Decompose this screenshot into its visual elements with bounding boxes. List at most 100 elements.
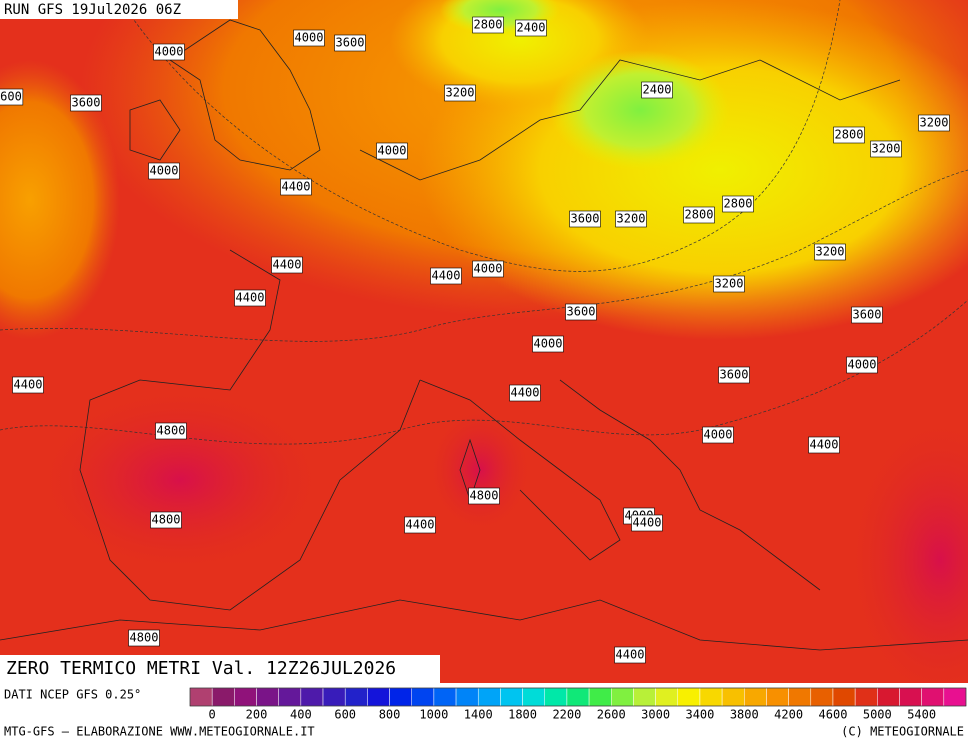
contour-value: 4800 bbox=[152, 513, 181, 527]
label-box bbox=[70, 94, 102, 112]
color-swatch bbox=[455, 687, 479, 707]
contour-label: 4000 bbox=[148, 162, 180, 180]
label-box bbox=[271, 256, 303, 274]
contour-value: 4400 bbox=[616, 648, 645, 662]
contour-labels: 2800 2400 4000 3600 4000 600 3600 3200 2400 3200 2… bbox=[0, 16, 950, 664]
contour-label: 4000 bbox=[376, 142, 408, 160]
label-box bbox=[846, 356, 878, 374]
color-swatch bbox=[611, 687, 634, 707]
colorbar-label: 400 bbox=[290, 708, 312, 722]
label-box bbox=[468, 487, 500, 505]
contour-value: 4400 bbox=[511, 386, 540, 400]
run-label: RUN GFS 19Jul2026 06Z bbox=[4, 2, 181, 18]
color-swatch bbox=[211, 687, 235, 707]
label-box bbox=[155, 422, 187, 440]
color-swatch bbox=[300, 687, 324, 707]
contour-value: 4400 bbox=[273, 258, 302, 272]
colorbar-label: 1400 bbox=[464, 708, 493, 722]
contour-label: 3600 bbox=[851, 306, 883, 324]
color-swatch bbox=[788, 687, 812, 707]
colorbar-label: 2600 bbox=[597, 708, 626, 722]
map bbox=[0, 0, 968, 700]
label-box bbox=[614, 646, 646, 664]
label-box bbox=[334, 34, 366, 52]
contour-label: 4000 bbox=[153, 43, 185, 61]
color-swatch bbox=[500, 687, 523, 707]
color-swatch bbox=[899, 687, 922, 707]
contour-value: 4400 bbox=[282, 180, 311, 194]
colorbar-label: 1000 bbox=[419, 708, 448, 722]
contour-label: 4400 bbox=[271, 256, 303, 274]
color-swatch bbox=[389, 687, 412, 707]
label-box bbox=[444, 84, 476, 102]
contour-value: 3600 bbox=[571, 212, 600, 226]
colorbar-label: 4600 bbox=[819, 708, 848, 722]
contour-label: 3600 bbox=[569, 210, 601, 228]
color-swatch bbox=[278, 687, 302, 707]
colorbar: 0 200 400 600 800 1000 1400 1800 2200 2600 3000 340… bbox=[189, 687, 967, 722]
label-box bbox=[404, 516, 436, 534]
contour-label: 3200 bbox=[615, 210, 647, 228]
colorbar-label: 5000 bbox=[863, 708, 892, 722]
contour-label: 4400 bbox=[631, 514, 663, 532]
contour-value: 4400 bbox=[810, 438, 839, 452]
color-swatch bbox=[854, 687, 878, 707]
color-swatch bbox=[877, 687, 900, 707]
title-box: ZERO TERMICO METRI Val. 12Z26JUL2026 bbox=[0, 655, 440, 683]
label-box bbox=[808, 436, 840, 454]
color-swatch bbox=[411, 687, 435, 707]
label-box bbox=[683, 206, 715, 224]
colorbar-label: 5400 bbox=[907, 708, 936, 722]
label-box bbox=[641, 81, 673, 99]
color-swatch bbox=[522, 687, 545, 707]
colorbar-label: 4200 bbox=[774, 708, 803, 722]
label-box bbox=[509, 384, 541, 402]
color-swatch bbox=[810, 687, 834, 707]
contour-label: 600 bbox=[0, 88, 24, 106]
label-box bbox=[430, 267, 462, 285]
contour-value: 2400 bbox=[517, 21, 546, 35]
contour-label: 4400 bbox=[509, 384, 541, 402]
contour-label: 4400 bbox=[234, 289, 266, 307]
colorbar-label: 800 bbox=[379, 708, 401, 722]
color-swatch bbox=[766, 687, 789, 707]
color-swatch bbox=[566, 687, 590, 707]
contour-label: 3200 bbox=[814, 243, 846, 261]
map-title: ZERO TERMICO METRI Val. 12Z26JUL2026 bbox=[6, 658, 396, 679]
label-box bbox=[0, 88, 24, 106]
contour-value: 4400 bbox=[14, 378, 43, 392]
contour-label: 4800 bbox=[128, 629, 160, 647]
color-swatch bbox=[699, 687, 723, 707]
label-box bbox=[153, 43, 185, 61]
contour-label: 2800 bbox=[722, 195, 754, 213]
colorbar-label: 2200 bbox=[552, 708, 581, 722]
contour-label: 4400 bbox=[280, 178, 312, 196]
contour-label: 4800 bbox=[150, 511, 182, 529]
contour-value: 3600 bbox=[720, 368, 749, 382]
colorbar-label: 3000 bbox=[641, 708, 670, 722]
color-swatch bbox=[588, 687, 612, 707]
colorbar-label: 200 bbox=[246, 708, 268, 722]
contour-value: 2800 bbox=[835, 128, 864, 142]
contour-label: 2400 bbox=[515, 19, 547, 37]
color-swatch bbox=[744, 687, 767, 707]
color-swatch bbox=[721, 687, 745, 707]
credit-right: (C) METEOGIORNALE bbox=[841, 725, 964, 739]
label-box bbox=[532, 335, 564, 353]
contour-value: 3200 bbox=[446, 86, 475, 100]
contour-value: 4000 bbox=[150, 164, 179, 178]
contour-value: 3600 bbox=[336, 36, 365, 50]
contour-value: 4000 bbox=[848, 358, 877, 372]
label-box bbox=[870, 140, 902, 158]
label-box bbox=[615, 210, 647, 228]
contour-label: 2800 bbox=[472, 16, 504, 34]
contour-label: 3600 bbox=[718, 366, 750, 384]
color-swatch bbox=[943, 687, 967, 707]
label-box bbox=[376, 142, 408, 160]
contour-value: 2800 bbox=[724, 197, 753, 211]
contour-value: 4000 bbox=[474, 262, 503, 276]
color-swatch bbox=[477, 687, 501, 707]
contour-label: 3600 bbox=[334, 34, 366, 52]
label-box bbox=[515, 19, 547, 37]
contour-value: 4000 bbox=[378, 144, 407, 158]
